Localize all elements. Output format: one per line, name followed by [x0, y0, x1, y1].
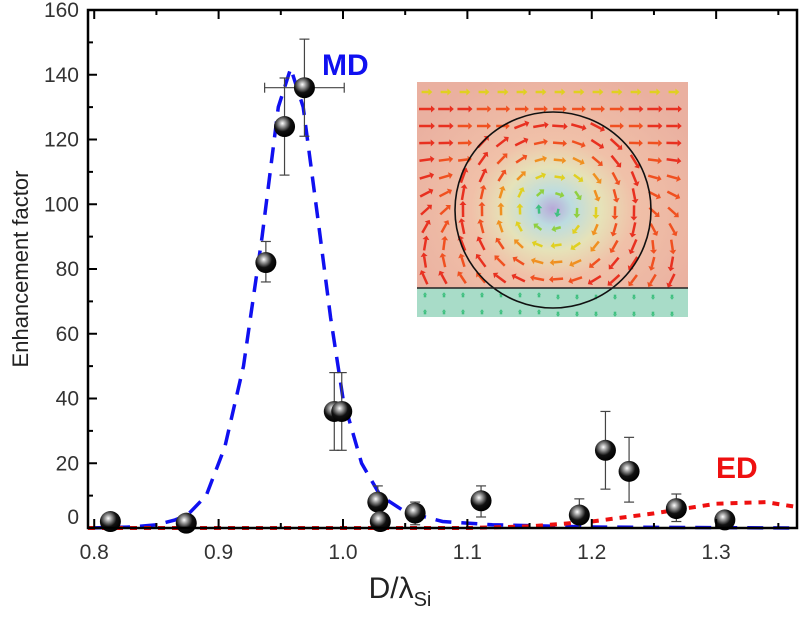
data-point: [595, 440, 616, 461]
x-tick-label: 0.8: [80, 541, 109, 564]
field-arrow-shaft: [553, 279, 563, 280]
data-point: [471, 490, 492, 511]
data-point: [176, 513, 197, 534]
x-tick-label: 1.0: [328, 541, 357, 564]
annotation-md: MD: [322, 49, 369, 82]
y-tick-label: 160: [44, 0, 79, 22]
field-arrow-shaft: [424, 256, 426, 267]
y-tick-label: 20: [56, 452, 79, 475]
data-point: [569, 505, 590, 526]
field-arrow-shaft: [458, 159, 468, 160]
y-tick-label: 100: [44, 193, 79, 216]
annotation-ed: ED: [716, 452, 758, 485]
field-arrow-shaft: [443, 240, 444, 250]
field-arrow-shaft: [652, 240, 653, 250]
x-tick-label: 0.9: [204, 541, 233, 564]
y-tick-label: 0: [67, 506, 79, 529]
data-point: [666, 498, 687, 519]
field-arrow-shaft: [555, 193, 560, 195]
inset-substrate: [417, 288, 688, 317]
y-tick-label: 80: [56, 258, 79, 281]
field-arrow-shaft: [552, 126, 564, 127]
field-arrow-shaft: [553, 143, 563, 144]
field-arrow-shaft: [667, 159, 678, 160]
x-tick-label: 1.1: [453, 541, 482, 564]
field-arrow-shaft: [554, 160, 562, 161]
field-arrow-shaft: [648, 159, 658, 160]
data-point: [331, 401, 352, 422]
data-point: [294, 77, 315, 98]
data-point: [255, 252, 276, 273]
x-axis-label-main: D/λ: [369, 572, 414, 605]
y-tick-label: 60: [56, 323, 79, 346]
data-point: [367, 492, 388, 513]
field-arrow-shaft: [554, 244, 561, 245]
data-point: [619, 461, 640, 482]
y-tick-label: 140: [44, 64, 79, 87]
y-axis-label: Enhancement factor: [8, 171, 33, 368]
inset-vector-field-image: [417, 82, 688, 317]
data-point: [274, 116, 295, 137]
y-tick-label: 120: [44, 129, 79, 152]
field-arrow-shaft: [419, 159, 430, 161]
field-arrow-shaft: [554, 262, 563, 263]
field-arrow-shaft: [555, 176, 562, 177]
inset-content: [417, 82, 688, 317]
field-arrow-shaft: [555, 227, 560, 229]
data-point: [405, 503, 426, 524]
x-tick-label: 1.3: [702, 541, 731, 564]
x-axis-label: D/λSi: [369, 572, 432, 611]
y-tick-label: 40: [56, 388, 79, 411]
field-arrow-shaft: [439, 159, 449, 160]
field-arrow-shaft: [671, 240, 673, 251]
x-axis-label-subscript: Si: [414, 589, 432, 611]
field-arrow-shaft: [558, 209, 559, 213]
x-tick-label: 1.2: [577, 541, 606, 564]
